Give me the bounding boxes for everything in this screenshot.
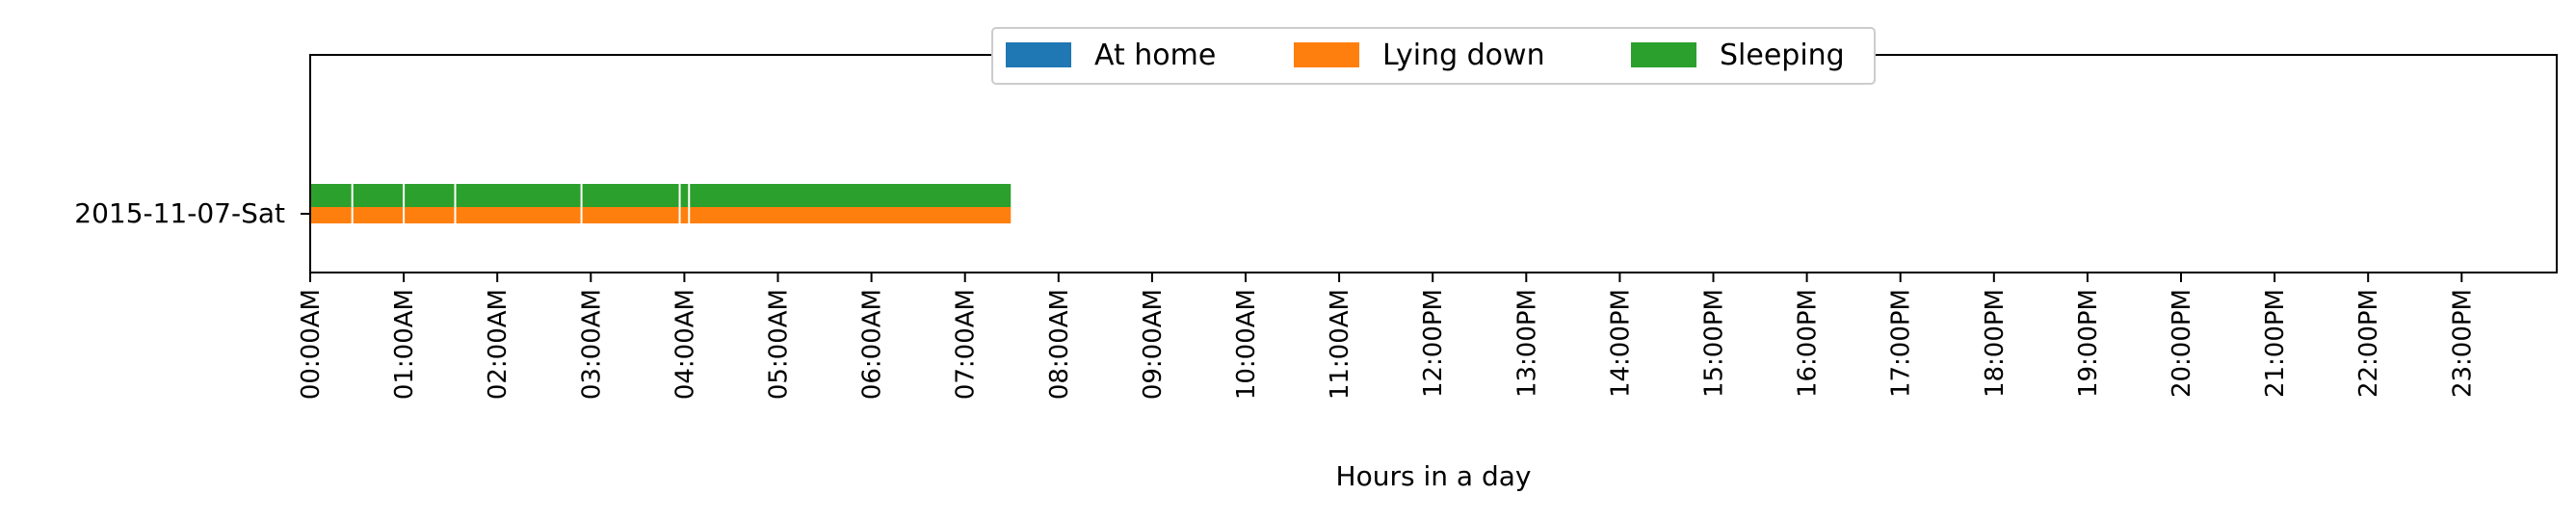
x-tick-label: 12:00PM [1419,289,1448,398]
x-tick-label: 05:00AM [765,289,794,400]
bar-sleeping [353,184,404,207]
plot-area [309,54,2558,273]
x-tick-label: 06:00AM [858,289,887,400]
bars-layer [311,184,1012,223]
bar-lying-down [405,207,455,223]
x-tick-label: 01:00AM [390,289,419,400]
x-tick-label: 17:00PM [1887,289,1916,398]
x-tick-label: 02:00AM [484,289,513,400]
x-tick-label: 18:00PM [1981,289,2010,398]
bar-lying-down [353,207,404,223]
x-tick-label: 08:00AM [1045,289,1074,400]
legend-label: Lying down [1382,39,1545,72]
x-tick-label: 04:00AM [670,289,699,400]
legend-swatch [1006,42,1071,67]
bar-lying-down [311,207,352,223]
y-tick-label: 2015-11-07-Sat [74,197,285,229]
bar-lying-down [456,207,581,223]
bar-lying-down [690,207,1012,223]
bar-sleeping [311,184,352,207]
x-tick-label: 10:00AM [1232,289,1261,400]
bar-sleeping [680,184,689,207]
bar-sleeping [405,184,455,207]
legend: At home Lying down Sleeping [991,27,1876,85]
bar-lying-down [680,207,689,223]
x-tick-label: 03:00AM [577,289,606,400]
legend-label: Sleeping [1720,39,1845,72]
bar-sleeping [582,184,679,207]
legend-label: At home [1094,39,1216,72]
x-axis: 00:00AM 01:00AM 02:00AM 03:00AM 04:00AM 05:00… [297,273,2477,400]
x-tick-label: 14:00PM [1606,289,1635,398]
legend-box [991,27,1876,85]
x-tick-label: 07:00AM [952,289,981,400]
x-axis-label: Hours in a day [1336,460,1532,492]
x-tick-label: 21:00PM [2261,289,2290,398]
x-tick-label: 23:00PM [2448,289,2477,398]
x-tick-label: 20:00PM [2168,289,2196,398]
x-tick-label: 09:00AM [1139,289,1168,400]
x-tick-label: 13:00PM [1512,289,1541,398]
bar-sleeping [456,184,581,207]
bar-lying-down [582,207,679,223]
bar-sleeping [690,184,1012,207]
x-tick-label: 15:00PM [1700,289,1729,398]
x-tick-label: 19:00PM [2074,289,2103,398]
x-tick-label: 22:00PM [2354,289,2383,398]
legend-swatch [1294,42,1359,67]
legend-swatch [1631,42,1696,67]
x-tick-label: 16:00PM [1794,289,1823,398]
x-tick-label: 00:00AM [297,289,326,400]
x-tick-label: 11:00AM [1326,289,1354,400]
y-axis: 2015-11-07-Sat [74,197,310,229]
